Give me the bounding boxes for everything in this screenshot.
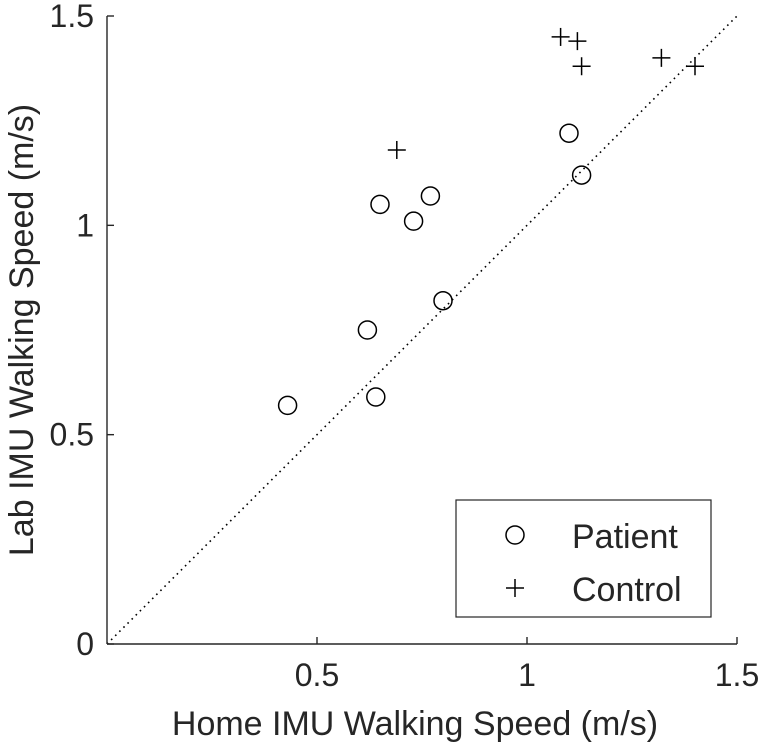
legend: Patient Control	[455, 499, 712, 618]
y-tick-label: 0	[76, 626, 94, 662]
patient-point	[403, 211, 424, 231]
y-tick-label: 0.5	[50, 417, 94, 453]
x-tick-label: 1	[518, 657, 536, 693]
legend-label-patient: Patient	[572, 518, 678, 556]
x-ticks: 0.5 1 1.5	[295, 637, 759, 693]
x-axis-label: Home IMU Walking Speed (m/s)	[172, 705, 658, 743]
y-tick-label: 1	[76, 207, 94, 243]
patient-point	[370, 194, 390, 215]
patient-point	[420, 186, 441, 206]
data-points	[277, 27, 704, 416]
control-point	[551, 27, 570, 46]
x-tick-label: 0.5	[295, 657, 339, 693]
patient-point	[571, 165, 592, 185]
patient-point	[433, 290, 453, 311]
legend-plus-marker	[506, 579, 524, 597]
patient-point	[559, 123, 579, 143]
legend-marker-patient	[505, 525, 525, 545]
patient-point	[277, 395, 298, 416]
legend-box	[455, 499, 712, 618]
y-ticks: 0 0.5 1 1.5	[50, 0, 114, 662]
control-point	[568, 32, 587, 51]
legend-marker-control	[506, 579, 524, 597]
axes	[106, 16, 737, 645]
legend-label-control: Control	[572, 571, 682, 609]
control-point	[686, 57, 704, 76]
y-tick-label: 1.5	[50, 0, 94, 34]
control-point	[652, 48, 671, 67]
patient-point	[366, 387, 386, 407]
patient-point	[357, 320, 378, 340]
x-tick-label: 1.5	[715, 657, 759, 693]
control-point	[387, 140, 406, 159]
y-axis-label: Lab IMU Walking Speed (m/s)	[3, 104, 41, 556]
control-point	[572, 57, 591, 76]
legend-circle-marker	[505, 525, 525, 545]
